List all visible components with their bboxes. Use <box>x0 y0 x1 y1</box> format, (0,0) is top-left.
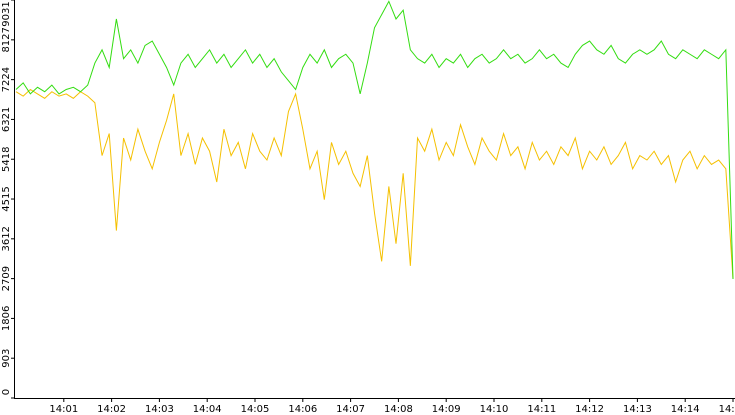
y-tick-label: 4515 <box>1 186 12 211</box>
x-tick-label: 14:03 <box>145 404 174 415</box>
y-tick-label: 6321 <box>1 107 12 132</box>
x-tick-label: 14:05 <box>241 404 270 415</box>
x-tick-label: 14:02 <box>97 404 126 415</box>
x-tick-label: 14:01 <box>49 404 78 415</box>
y-tick-label: 0 <box>1 389 12 395</box>
x-tick-label: 14:15 <box>719 404 735 415</box>
x-tick-label: 14:12 <box>575 404 604 415</box>
x-tick-label: 14:10 <box>480 404 509 415</box>
y-tick-label: 5418 <box>1 146 12 171</box>
y-tick-label: 1806 <box>1 306 12 331</box>
x-tick-label: 14:14 <box>671 404 700 415</box>
y-tick-label: 3612 <box>1 226 12 251</box>
x-tick-label: 14:09 <box>432 404 461 415</box>
x-tick-label: 14:11 <box>527 404 556 415</box>
y-tick-label: 9031 <box>1 1 12 26</box>
series-line <box>15 88 734 280</box>
y-tick-label: 903 <box>1 349 12 368</box>
x-tick-label: 14:13 <box>623 404 652 415</box>
y-tick-label: 2709 <box>1 266 12 291</box>
series-line <box>15 0 734 280</box>
y-tick-label: 7224 <box>1 67 12 92</box>
y-tick-label: 8127 <box>1 27 12 52</box>
x-tick-label: 14:06 <box>288 404 317 415</box>
x-tick-label: 14:08 <box>384 404 413 415</box>
x-tick-label: 14:07 <box>336 404 365 415</box>
x-tick-label: 14:04 <box>193 404 222 415</box>
